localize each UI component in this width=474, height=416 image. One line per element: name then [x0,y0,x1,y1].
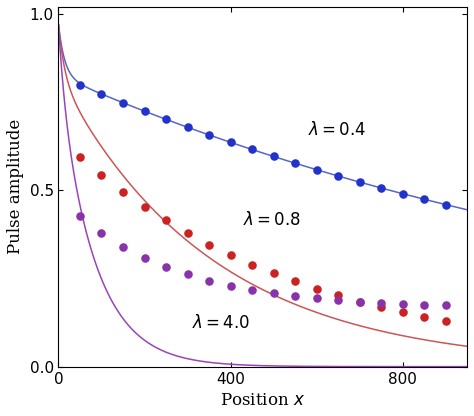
X-axis label: Position $x$: Position $x$ [220,392,305,409]
Point [141,203,148,210]
Point [141,108,148,114]
Text: $\lambda = 4.0$: $\lambda = 4.0$ [192,314,250,332]
Point [420,301,428,308]
Point [141,255,148,261]
Point [227,252,234,258]
Point [205,241,213,248]
Point [291,160,299,166]
Point [291,278,299,285]
Point [98,230,105,236]
Point [76,213,84,219]
Point [356,298,364,305]
Point [399,300,406,307]
Point [442,318,449,324]
Point [205,277,213,284]
Point [162,264,170,270]
Point [227,139,234,146]
Point [205,131,213,138]
Point [76,82,84,88]
Point [162,116,170,123]
Point [313,285,320,292]
Point [334,297,342,303]
Text: $\lambda = 0.4$: $\lambda = 0.4$ [308,121,366,139]
Point [184,230,191,236]
Point [162,217,170,224]
Point [420,314,428,320]
Point [356,298,364,305]
Point [248,146,256,153]
Point [248,261,256,268]
Point [334,173,342,179]
Point [377,300,385,306]
Point [420,196,428,203]
Text: $\lambda = 0.8$: $\lambda = 0.8$ [244,211,301,229]
Point [184,271,191,278]
Point [119,99,127,106]
Point [399,191,406,197]
Point [313,166,320,173]
Point [377,185,385,191]
Point [442,201,449,208]
Point [184,124,191,131]
Point [377,304,385,311]
Point [270,290,277,297]
Point [98,172,105,178]
Point [356,179,364,186]
Point [399,309,406,316]
Point [334,292,342,299]
Point [442,302,449,309]
Point [227,282,234,289]
Point [270,153,277,160]
Point [291,292,299,299]
Point [119,188,127,195]
Point [270,270,277,277]
Point [313,295,320,302]
Point [248,287,256,293]
Point [76,154,84,161]
Point [119,243,127,250]
Point [98,91,105,97]
Y-axis label: Pulse amplitude: Pulse amplitude [7,119,24,255]
